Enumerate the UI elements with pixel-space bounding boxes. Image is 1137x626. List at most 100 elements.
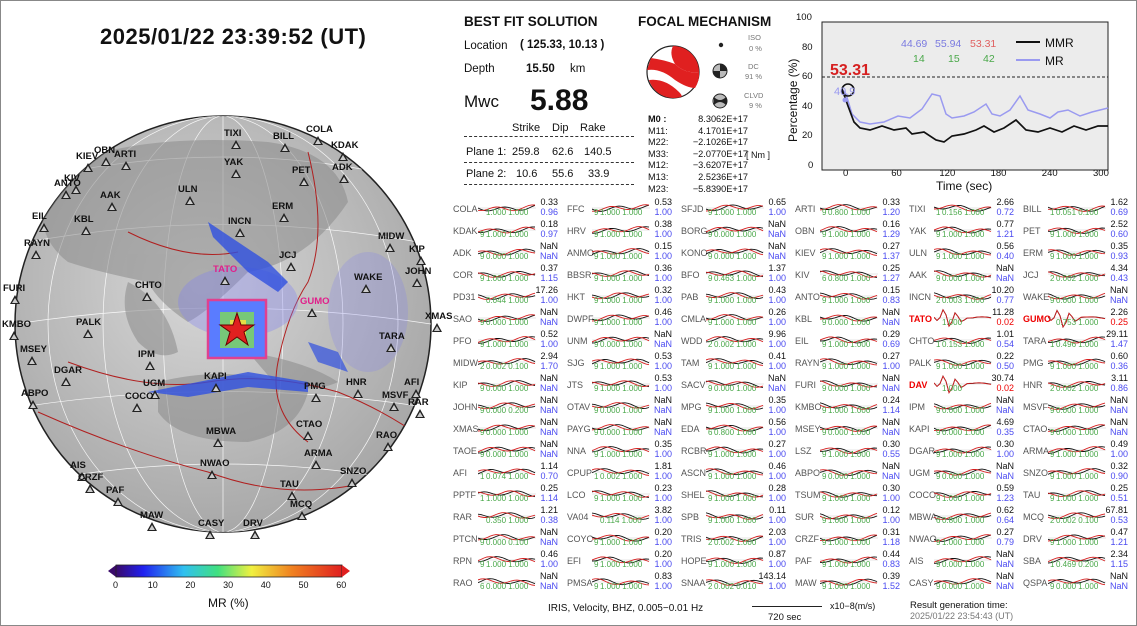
station-waveform[interactable]: ABPO 9 0.000 1.000 NaN NaN xyxy=(792,461,904,484)
station-marker[interactable] xyxy=(71,185,81,194)
station-marker[interactable] xyxy=(313,136,323,145)
station-marker[interactable] xyxy=(150,390,160,399)
station-marker[interactable] xyxy=(279,213,289,222)
station-waveform[interactable]: PFO 9 1.000 1.000 0.52 1.00 xyxy=(450,329,562,352)
station-marker[interactable] xyxy=(411,389,421,398)
station-waveform[interactable]: TRIS 2 0.002 1.000 2.03 1.00 xyxy=(678,527,790,550)
station-waveform[interactable]: FFC 9 1.000 1.000 0.53 1.00 xyxy=(564,197,676,220)
station-marker[interactable] xyxy=(101,157,111,166)
station-marker[interactable] xyxy=(220,276,230,285)
station-waveform[interactable]: HKT 9 1.000 1.000 0.32 1.00 xyxy=(564,285,676,308)
station-marker[interactable] xyxy=(27,356,37,365)
station-marker[interactable] xyxy=(77,472,87,481)
station-waveform[interactable]: KIP 9 0.000 1.000 NaN NaN xyxy=(450,373,562,396)
station-waveform[interactable]: PMSA 9 1.000 1.000 0.83 1.00 xyxy=(564,571,676,594)
station-marker[interactable] xyxy=(307,308,317,317)
station-waveform[interactable]: JOHN 9 0.000 0.200 NaN NaN xyxy=(450,395,562,418)
station-waveform[interactable]: VA04 0.114 1.000 3.82 1.00 xyxy=(564,505,676,528)
station-marker[interactable] xyxy=(31,250,41,259)
station-waveform[interactable]: EIL 9 1.000 1.000 0.29 0.69 xyxy=(792,329,904,352)
station-waveform[interactable]: PALK 9 1.000 1.000 0.22 0.50 xyxy=(906,351,1018,374)
station-marker[interactable] xyxy=(39,223,49,232)
station-waveform[interactable]: PAYG 9 0.000 1.000 NaN NaN xyxy=(564,417,676,440)
station-waveform[interactable]: RAO 6 0.000 1.000 NaN NaN xyxy=(450,571,562,594)
station-marker[interactable] xyxy=(145,361,155,370)
station-waveform[interactable]: BORG 9 0.000 1.000 NaN NaN xyxy=(678,219,790,242)
station-waveform[interactable]: SAO 9 0.000 1.000 NaN NaN xyxy=(450,307,562,330)
station-waveform[interactable]: TAU 9 1.000 1.000 0.25 0.51 xyxy=(1020,483,1132,506)
station-waveform[interactable]: SHEL 9 1.000 1.000 0.28 1.00 xyxy=(678,483,790,506)
station-waveform[interactable]: SNAA 2 0.002 0.010 143.14 1.00 xyxy=(678,571,790,594)
station-waveform[interactable]: ANTO 9 1.000 1.000 0.15 0.83 xyxy=(792,285,904,308)
station-marker[interactable] xyxy=(415,409,425,418)
station-waveform[interactable]: SFJD 9 1.000 1.000 0.65 1.00 xyxy=(678,197,790,220)
station-marker[interactable] xyxy=(132,403,142,412)
station-marker[interactable] xyxy=(185,196,195,205)
station-marker[interactable] xyxy=(412,278,422,287)
station-waveform[interactable]: MSVF 9 0.000 1.000 NaN NaN xyxy=(1020,395,1132,418)
station-waveform[interactable]: KMBO 9 1.000 1.000 0.24 1.14 xyxy=(792,395,904,418)
station-waveform[interactable]: KBL 9 0.000 1.000 NaN NaN xyxy=(792,307,904,330)
station-waveform[interactable]: EDA 6 0.800 1.000 0.56 1.00 xyxy=(678,417,790,440)
station-marker[interactable] xyxy=(147,522,157,531)
station-waveform[interactable]: SNZO 9 1.000 1.000 0.32 0.90 xyxy=(1020,461,1132,484)
station-marker[interactable] xyxy=(250,530,260,539)
station-waveform[interactable]: COLA 1.000 1.000 0.33 0.96 xyxy=(450,197,562,220)
station-waveform[interactable]: HNR 2 0.002 1.000 3.11 0.86 xyxy=(1020,373,1132,396)
station-marker[interactable] xyxy=(205,530,215,539)
station-waveform[interactable]: KIV 6 0.800 1.000 0.25 1.27 xyxy=(792,263,904,286)
station-waveform[interactable]: AAK 9 0.000 1.000 NaN NaN xyxy=(906,263,1018,286)
station-waveform[interactable]: MSEY 9 0.000 1.000 NaN NaN xyxy=(792,417,904,440)
station-marker[interactable] xyxy=(213,438,223,447)
station-waveform[interactable]: OBN 9 1.000 1.000 0.16 1.29 xyxy=(792,219,904,242)
station-marker[interactable] xyxy=(286,262,296,271)
station-waveform[interactable]: PMG 9 1.000 1.000 0.60 0.36 xyxy=(1020,351,1132,374)
station-waveform[interactable]: DGAR 9 1.000 1.000 0.30 1.00 xyxy=(906,439,1018,462)
station-waveform[interactable]: CMLA 9 1.000 1.000 0.26 1.00 xyxy=(678,307,790,330)
station-waveform[interactable]: MAW 9 1.000 1.000 0.39 1.52 xyxy=(792,571,904,594)
station-waveform[interactable]: KAPI 9 0.000 1.000 4.69 0.35 xyxy=(906,417,1018,440)
station-waveform[interactable]: CHTO 1 0.153 1.000 1.01 0.54 xyxy=(906,329,1018,352)
station-waveform[interactable]: SPB 9 1.000 1.000 0.11 1.00 xyxy=(678,505,790,528)
station-waveform[interactable]: TIXI 1 0.156 1.000 2.66 0.72 xyxy=(906,197,1018,220)
station-marker[interactable] xyxy=(10,295,20,304)
station-waveform[interactable]: IPM 9 0.000 1.000 NaN NaN xyxy=(906,395,1018,418)
station-waveform[interactable]: KIEV 9 1.000 1.000 0.27 1.37 xyxy=(792,241,904,264)
station-waveform[interactable]: JCJ 2 0.002 1.000 4.34 0.43 xyxy=(1020,263,1132,286)
station-marker[interactable] xyxy=(28,400,38,409)
station-marker[interactable] xyxy=(207,470,217,479)
station-waveform[interactable]: DRV 9 1.000 1.000 0.47 1.21 xyxy=(1020,527,1132,550)
station-waveform[interactable]: GUMO 0.753 1.000 2.26 0.25 xyxy=(1020,307,1132,330)
station-marker[interactable] xyxy=(113,497,123,506)
station-waveform[interactable]: CASY 9 0.000 1.000 NaN NaN xyxy=(906,571,1018,594)
station-waveform[interactable]: CRZF 9 1.000 1.000 0.31 1.18 xyxy=(792,527,904,550)
station-marker[interactable] xyxy=(142,292,152,301)
station-marker[interactable] xyxy=(338,152,348,161)
station-marker[interactable] xyxy=(61,377,71,386)
station-waveform[interactable]: DAV 1.000 30.74 0.02 xyxy=(906,373,1018,396)
station-waveform[interactable]: PTCN 9 0.000 0.100 NaN NaN xyxy=(450,527,562,550)
station-waveform[interactable]: INCN 2 0.003 1.000 10.20 0.77 xyxy=(906,285,1018,308)
station-waveform[interactable]: KONO 9 0.000 1.000 NaN NaN xyxy=(678,241,790,264)
station-waveform[interactable]: RPN 9 1.000 1.000 0.46 1.00 xyxy=(450,549,562,572)
station-marker[interactable] xyxy=(280,143,290,152)
station-waveform[interactable]: YAK 9 1.000 1.000 0.77 1.21 xyxy=(906,219,1018,242)
station-waveform[interactable]: KDAK 9 1.000 1.000 0.18 0.97 xyxy=(450,219,562,242)
station-waveform[interactable]: TSUM 9 1.000 1.000 0.30 1.00 xyxy=(792,483,904,506)
station-waveform[interactable]: HRV 9 1.000 1.000 0.38 1.00 xyxy=(564,219,676,242)
station-waveform[interactable]: ERM 9 1.000 1.000 0.35 0.93 xyxy=(1020,241,1132,264)
station-waveform[interactable]: LSZ 9 1.000 1.000 0.30 0.55 xyxy=(792,439,904,462)
station-waveform[interactable]: AFI 1 0.074 1.000 1.14 0.70 xyxy=(450,461,562,484)
station-marker[interactable] xyxy=(432,323,442,332)
station-waveform[interactable]: HOPE 9 1.000 1.000 0.87 1.00 xyxy=(678,549,790,572)
station-waveform[interactable]: TARA 1 0.496 1.000 29.11 1.47 xyxy=(1020,329,1132,352)
station-marker[interactable] xyxy=(121,161,131,170)
station-waveform[interactable]: TATO 1.000 11.28 0.02 xyxy=(906,307,1018,330)
station-marker[interactable] xyxy=(339,174,349,183)
station-marker[interactable] xyxy=(85,484,95,493)
station-waveform[interactable]: MPG 9 1.000 1.000 0.35 1.00 xyxy=(678,395,790,418)
station-waveform[interactable]: UGM 9 0.000 1.000 NaN NaN xyxy=(906,461,1018,484)
station-marker[interactable] xyxy=(353,389,363,398)
station-waveform[interactable]: XMAS 9 0.000 1.000 NaN NaN xyxy=(450,417,562,440)
station-marker[interactable] xyxy=(311,460,321,469)
